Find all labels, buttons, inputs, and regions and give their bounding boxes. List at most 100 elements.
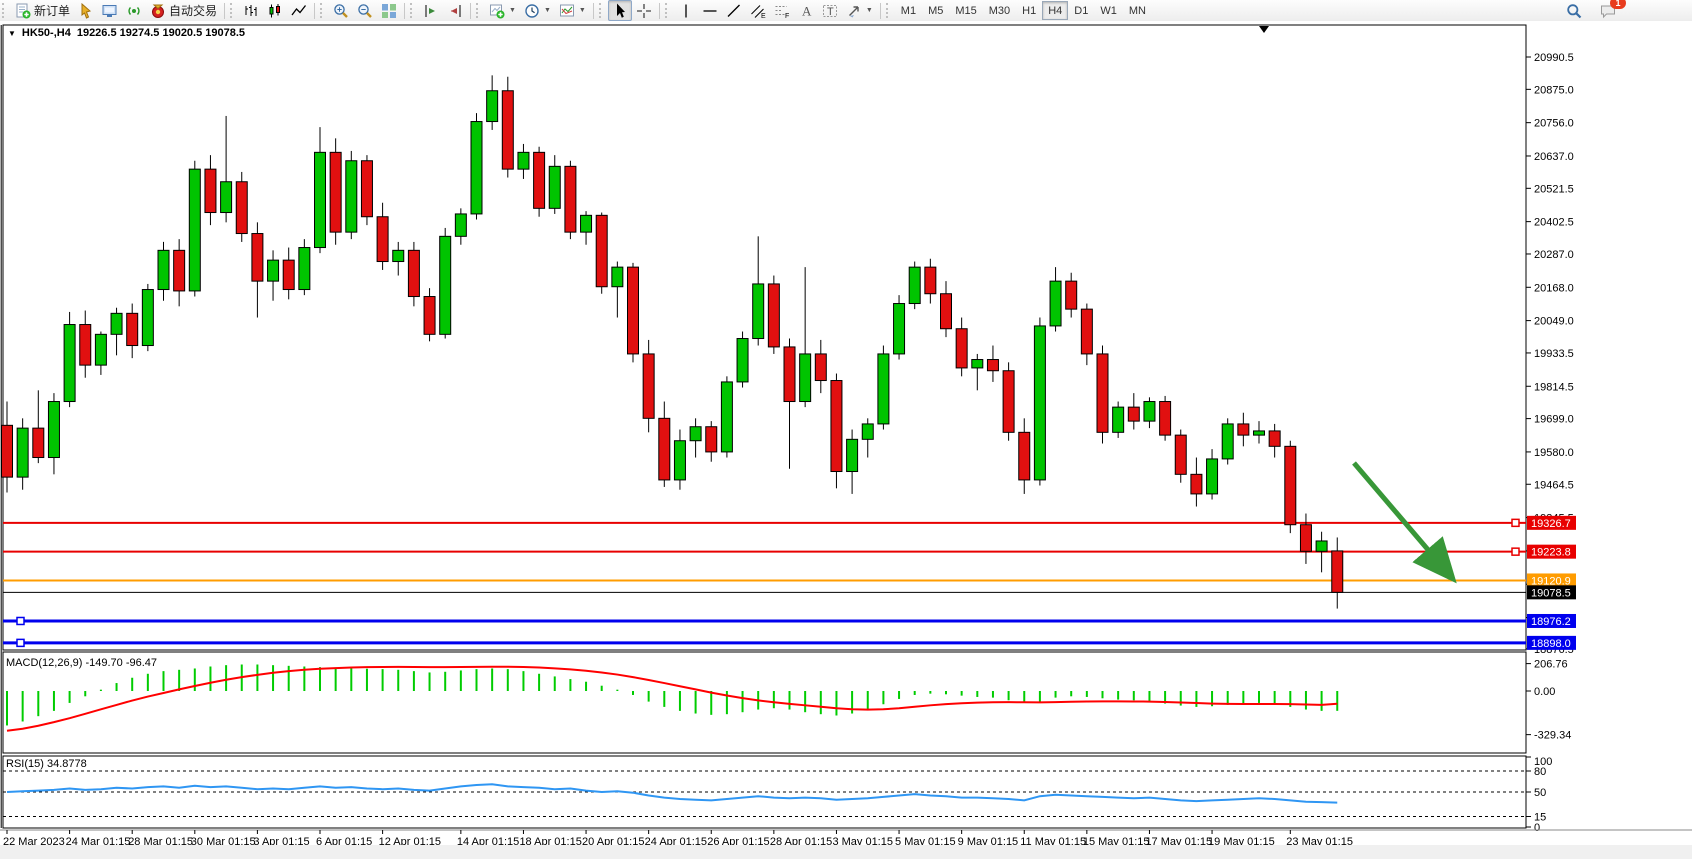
candle	[720, 381, 733, 453]
svg-text:20168.0: 20168.0	[1534, 282, 1574, 294]
line-chart-button[interactable]	[287, 0, 311, 21]
resistance-line-2-handle[interactable]	[1511, 547, 1520, 556]
text-button[interactable]: A	[794, 0, 818, 21]
zoom-out-icon	[358, 3, 372, 18]
navigator-button[interactable]	[122, 0, 146, 21]
support-line-1-handle[interactable]	[16, 616, 25, 626]
svg-text:20990.5: 20990.5	[1534, 52, 1574, 64]
crosshair-button[interactable]	[632, 0, 656, 21]
candle	[689, 426, 702, 442]
trend-arrow[interactable]	[1352, 461, 1457, 584]
notifications-button[interactable]: 1	[1596, 0, 1626, 21]
candle	[1253, 430, 1265, 436]
candle	[16, 427, 29, 478]
svg-text:19464.5: 19464.5	[1534, 479, 1574, 491]
macd-panel[interactable]: 206.76 0.00 -329.34	[6, 659, 1571, 742]
candle	[799, 353, 812, 403]
candle	[501, 90, 514, 170]
candle	[423, 296, 436, 335]
toolbar-separator	[592, 2, 594, 19]
fibonacci-button[interactable]: F	[770, 0, 794, 21]
vertical-line-button[interactable]	[674, 0, 698, 21]
template-dropdown[interactable]: ▼	[555, 0, 590, 21]
zoom-out-button[interactable]	[353, 0, 377, 21]
svg-text:19078.5: 19078.5	[1531, 587, 1571, 599]
indicators-dropdown[interactable]: ▼	[485, 0, 520, 21]
cursor-button[interactable]	[607, 0, 632, 21]
candle	[1206, 458, 1219, 495]
timeframe-w1-button[interactable]: W1	[1100, 4, 1117, 17]
candle	[1049, 280, 1062, 327]
zoom-in-button[interactable]	[329, 0, 353, 21]
candle	[407, 249, 420, 298]
chart-shift-button[interactable]	[443, 0, 467, 21]
candlestick-chart-button[interactable]	[263, 0, 287, 21]
timeframe-m15-button[interactable]: M15	[955, 4, 977, 17]
candles-layer	[1, 75, 1344, 609]
chart-shift-marker[interactable]	[1259, 26, 1269, 33]
auto-trading-button[interactable]: 自动交易	[146, 0, 221, 21]
svg-text:19933.5: 19933.5	[1534, 348, 1574, 360]
candle	[1315, 540, 1328, 552]
support-line-2-handle[interactable]	[16, 638, 25, 648]
candle	[1112, 406, 1125, 433]
svg-text:20049.0: 20049.0	[1534, 316, 1574, 328]
candle	[1096, 353, 1109, 433]
candle	[564, 165, 577, 233]
chart-window-button[interactable]	[98, 0, 122, 21]
timeframe-mn-button[interactable]: MN	[1128, 4, 1146, 17]
candle	[533, 151, 546, 209]
candle	[1190, 473, 1203, 495]
candle	[32, 427, 45, 459]
candle	[752, 283, 765, 340]
svg-text:20402.5: 20402.5	[1534, 217, 1574, 229]
resistance-line-1-handle[interactable]	[1511, 518, 1520, 528]
trendline-button[interactable]	[722, 0, 746, 21]
auto-scroll-button[interactable]	[419, 0, 443, 21]
timeframe-m1-button[interactable]: M1	[900, 4, 917, 17]
chart-window: 20990.5 20875.0 20756.0 20637.0 20521.5 20402…	[0, 21, 1692, 859]
rsi-line	[6, 783, 1338, 804]
candle	[830, 380, 843, 473]
svg-text:19580.0: 19580.0	[1534, 447, 1574, 459]
candle	[1284, 445, 1297, 526]
search-button[interactable]	[1562, 0, 1586, 21]
toolbar-separator	[658, 2, 660, 19]
svg-text:80: 80	[1534, 766, 1546, 778]
price-chart[interactable]: 20990.5 20875.0 20756.0 20637.0 20521.5 20402…	[0, 21, 1692, 859]
arrows-dropdown[interactable]: ▼	[842, 0, 877, 21]
text-label-button[interactable]: T	[818, 0, 842, 21]
timeframe-d1-button[interactable]: D1	[1074, 4, 1089, 17]
equidistant-channel-button[interactable]: E	[746, 0, 770, 21]
label-t-icon: T	[822, 4, 837, 18]
timeframe-m5-button[interactable]: M5	[928, 4, 944, 17]
svg-text:50: 50	[1534, 787, 1546, 799]
svg-text:206.76: 206.76	[1534, 659, 1568, 671]
timeframe-m30-button[interactable]: M30	[988, 4, 1011, 17]
toolbar-separator	[470, 2, 472, 19]
candle	[360, 160, 373, 218]
pointer-gold-icon	[81, 2, 92, 19]
candle	[1174, 434, 1187, 475]
window-bottom-edge	[0, 845, 1692, 859]
auto-trade-icon	[152, 4, 165, 18]
tile-windows-button[interactable]	[377, 0, 401, 21]
new-order-button[interactable]: 新订单	[11, 0, 74, 21]
tline-icon	[727, 4, 740, 17]
toolbar-grip	[885, 3, 893, 18]
candle	[814, 353, 827, 382]
styler-button[interactable]	[74, 0, 98, 21]
candle	[1143, 401, 1156, 422]
candle	[1018, 431, 1031, 481]
svg-text:20521.5: 20521.5	[1534, 183, 1574, 195]
timeframe-h1-button[interactable]: H1	[1022, 4, 1037, 17]
candle	[63, 324, 76, 403]
svg-text:19326.7: 19326.7	[1531, 518, 1571, 530]
horizontal-line-button[interactable]	[698, 0, 722, 21]
period-dropdown[interactable]: ▼	[520, 0, 555, 21]
bar-chart-button[interactable]	[239, 0, 263, 21]
timeframe-h4-button[interactable]: H4	[1042, 1, 1069, 20]
toolbar-grip	[320, 3, 327, 18]
candle	[345, 160, 358, 233]
